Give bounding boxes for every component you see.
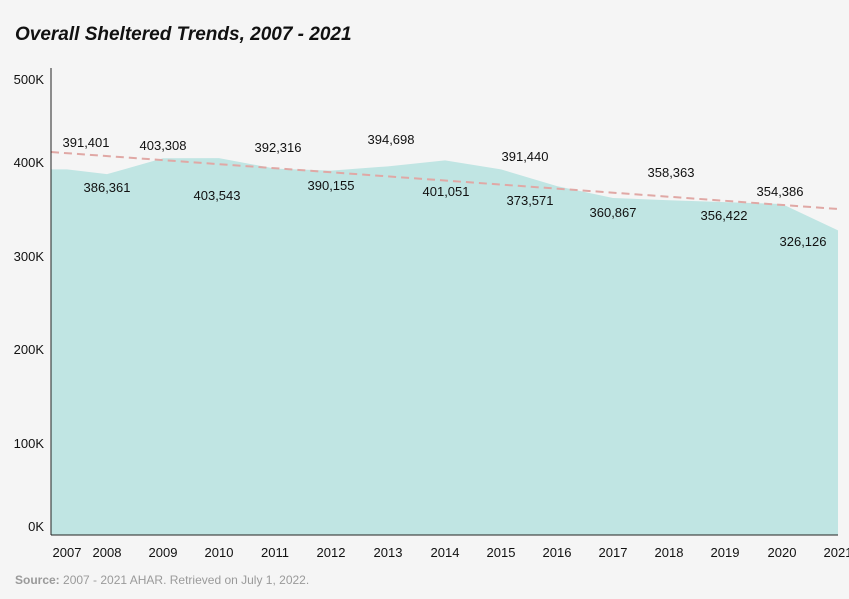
axis-layer: 0K 100K 200K 300K 400K 500K 2007 2008 2009 2010 20… [14,68,849,560]
data-label: 390,155 [308,178,355,193]
data-label: 391,401 [63,135,110,150]
y-tick-label: 500K [14,72,45,87]
x-tick-label: 2014 [431,545,460,560]
x-tick-label: 2008 [93,545,122,560]
source-note: Source: 2007 - 2021 AHAR. Retrieved on J… [15,573,309,587]
source-text: 2007 - 2021 AHAR. Retrieved on July 1, 2… [59,573,310,587]
x-tick-label: 2015 [487,545,516,560]
y-tick-label: 200K [14,342,45,357]
y-tick-label: 0K [28,519,44,534]
data-label: 326,126 [780,234,827,249]
x-tick-label: 2010 [205,545,234,560]
y-tick-label: 400K [14,155,45,170]
x-tick-label: 2009 [149,545,178,560]
data-label: 401,051 [423,184,470,199]
x-tick-label: 2016 [543,545,572,560]
sheltered-area [51,158,838,536]
trend-layer [50,151,839,210]
y-tick-label: 100K [14,436,45,451]
x-tick-label: 2012 [317,545,346,560]
x-tick-label: 2018 [655,545,684,560]
x-tick-label: 2019 [711,545,740,560]
data-label: 403,543 [194,188,241,203]
data-label: 358,363 [648,165,695,180]
data-label: 354,386 [757,184,804,199]
data-label: 356,422 [701,208,748,223]
data-label: 394,698 [368,132,415,147]
x-tick-label: 2011 [261,545,289,560]
data-label: 386,361 [84,180,131,195]
chart-title: Overall Sheltered Trends, 2007 - 2021 [15,24,352,45]
data-label: 392,316 [255,140,302,155]
x-tick-label: 2021 [824,545,849,560]
x-tick-label: 2020 [768,545,797,560]
data-label: 373,571 [507,193,554,208]
trend-line [50,151,839,210]
x-tick-label: 2007 [53,545,82,560]
x-tick-label: 2017 [599,545,628,560]
label-layer: 391,401 386,361 403,308 403,543 392,316 390,1… [63,132,827,249]
data-label: 360,867 [590,205,637,220]
data-label: 391,440 [502,149,549,164]
x-tick-label: 2013 [374,545,403,560]
area-layer [51,158,838,536]
y-tick-label: 300K [14,249,45,264]
data-label: 403,308 [140,138,187,153]
source-label: Source: [15,573,60,587]
